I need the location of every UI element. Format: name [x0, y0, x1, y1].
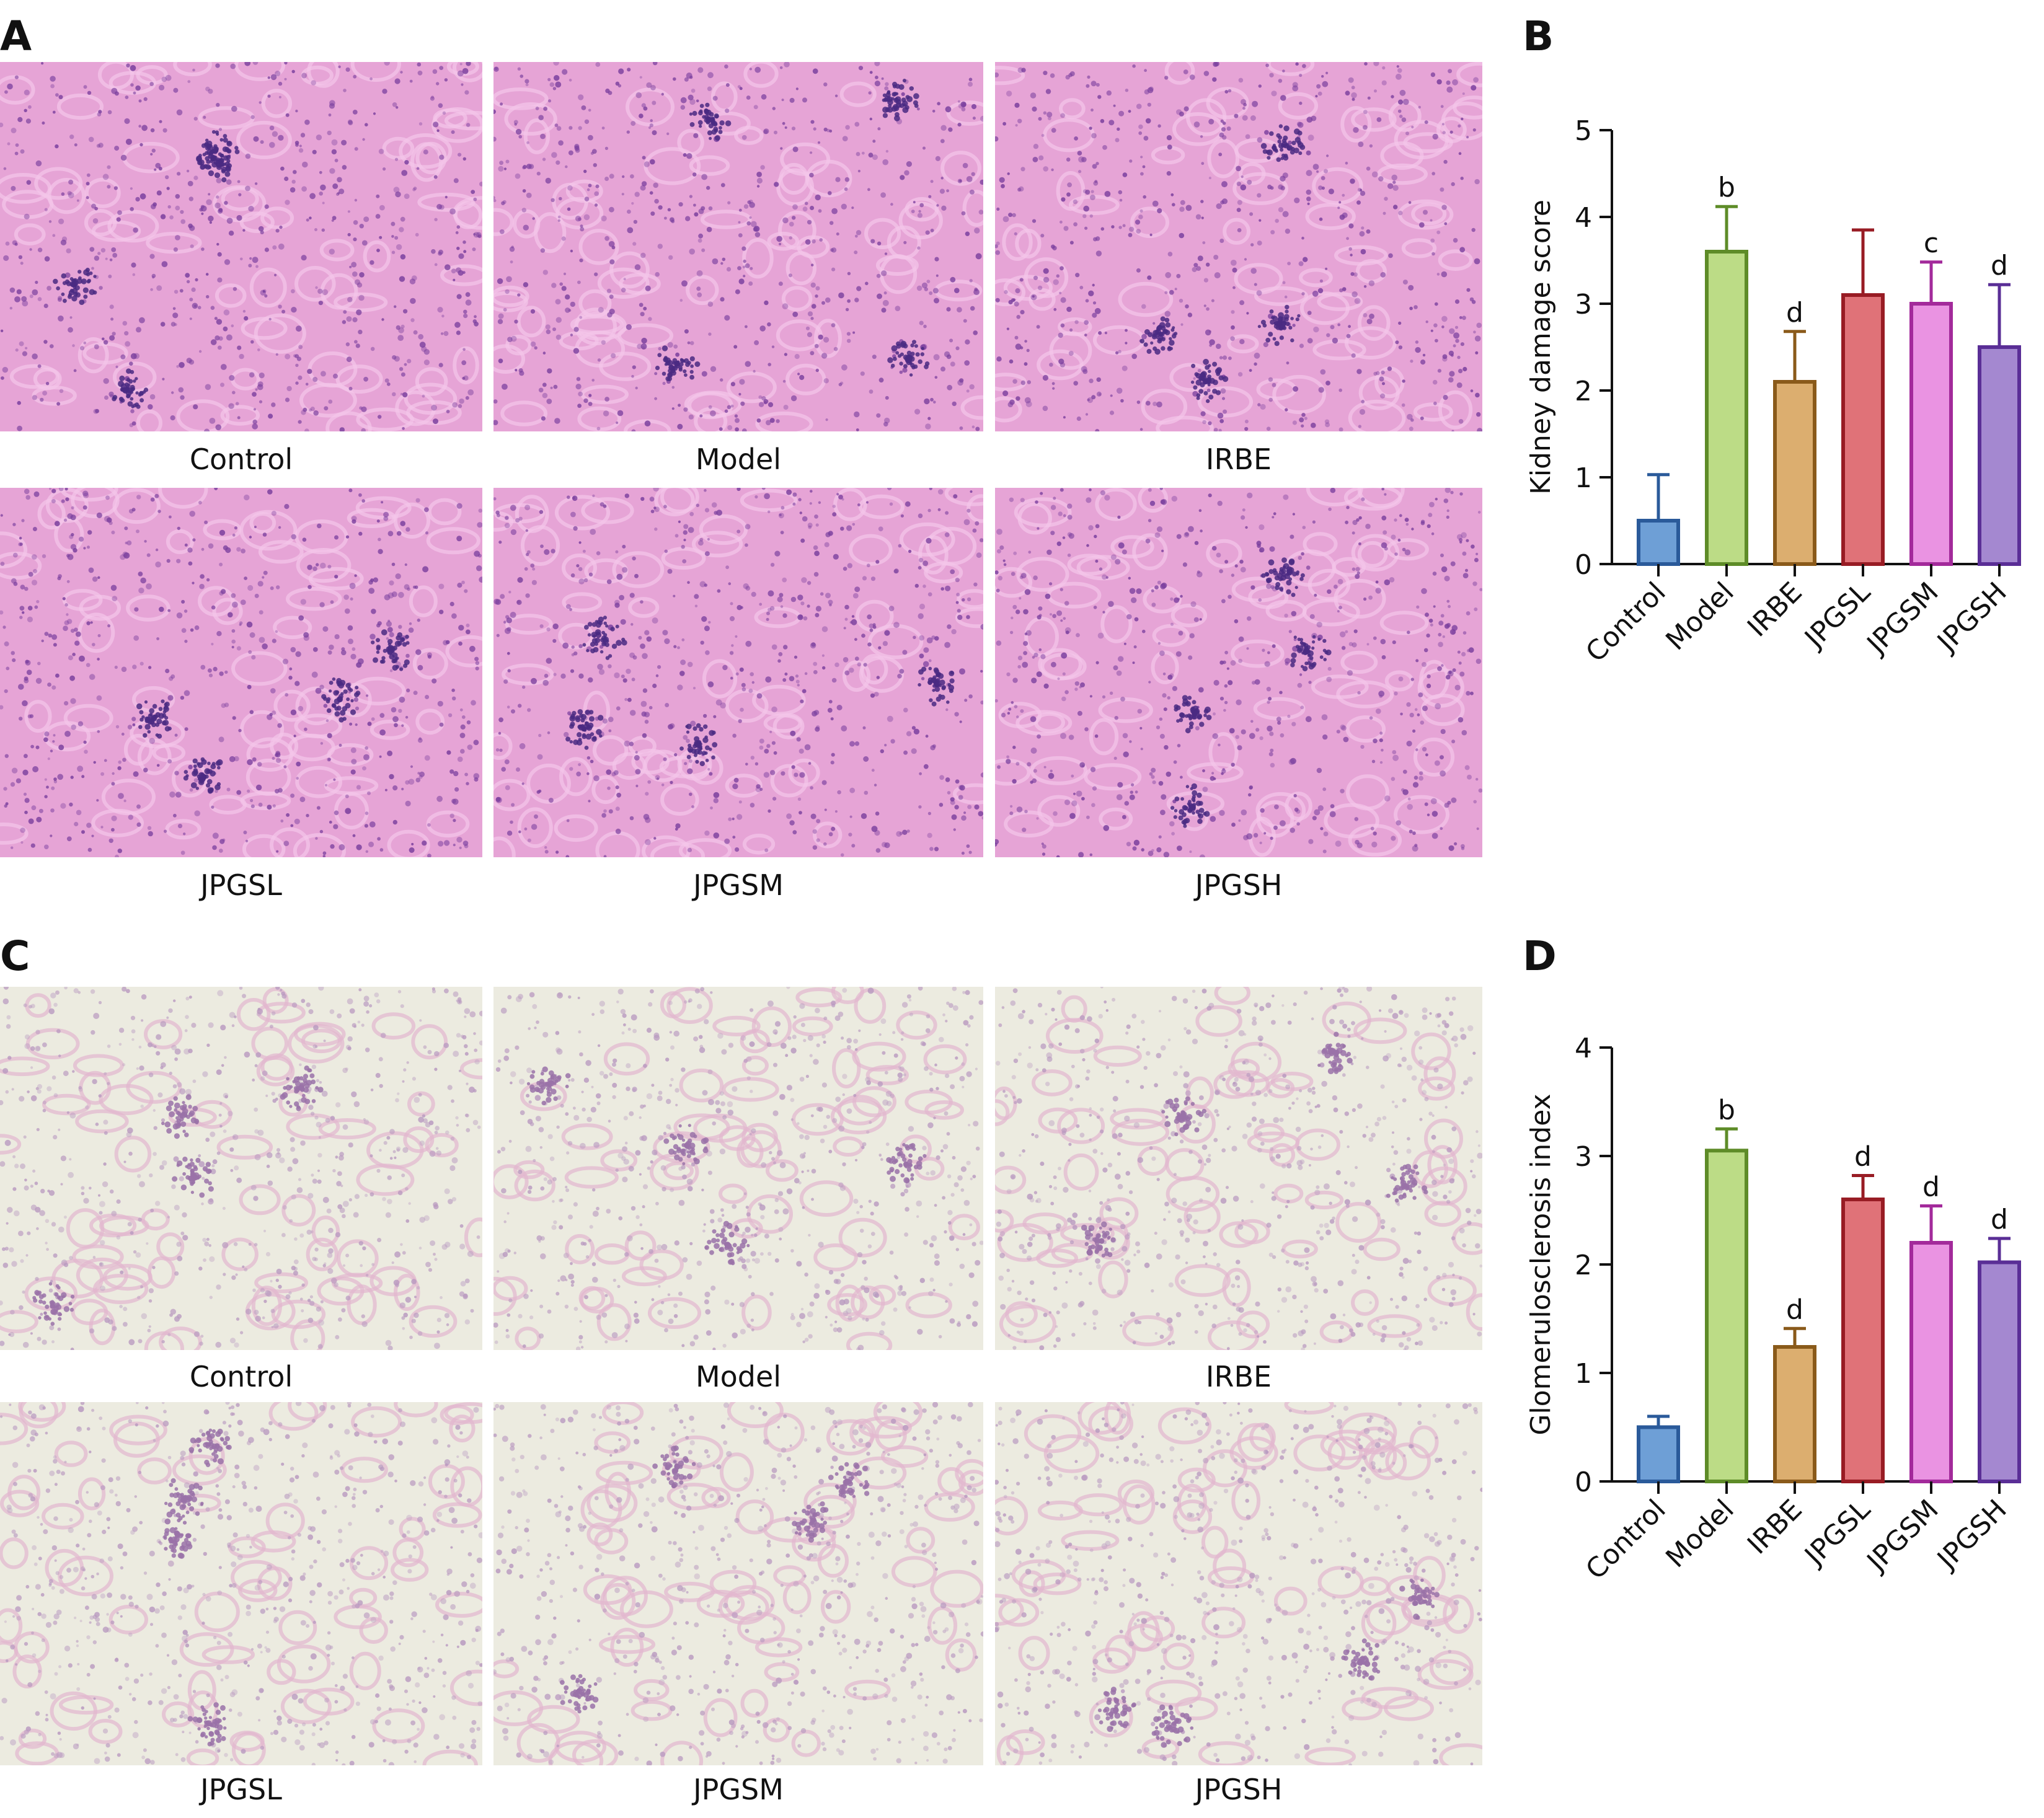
- y-tick-label: 3: [1575, 1141, 1592, 1173]
- micrograph-a-4: [0, 488, 482, 857]
- y-tick-label: 1: [1575, 1358, 1592, 1390]
- panel-label-d: D: [1523, 932, 1557, 980]
- micrograph-c-2: [493, 987, 983, 1350]
- tissue-texture: [995, 62, 1482, 431]
- x-tick-label: Model: [1660, 1494, 1740, 1574]
- y-tick-label: 0: [1575, 549, 1592, 581]
- bar-annotation: d: [1786, 297, 1803, 329]
- micrograph-caption: JPGSH: [1195, 868, 1283, 902]
- micrograph-a-5: [493, 488, 983, 857]
- y-tick-label: 5: [1575, 115, 1592, 147]
- x-tick-label: JPGSM: [1860, 576, 1945, 661]
- bar-annotation: d: [1922, 1172, 1940, 1203]
- panel-label-a: A: [0, 12, 32, 60]
- bar-annotation: d: [1991, 1204, 2008, 1235]
- bar: [1637, 519, 1680, 566]
- bar-annotation: d: [1786, 1294, 1803, 1325]
- x-tick-label: IRBE: [1741, 576, 1808, 643]
- micrograph-caption: Model: [695, 1360, 782, 1393]
- micrograph-a-6: [995, 488, 1482, 857]
- x-tick-label: IRBE: [1741, 1494, 1808, 1561]
- y-tick-label: 4: [1575, 202, 1592, 234]
- bar-annotation: b: [1718, 1094, 1735, 1126]
- micrograph-caption: JPGSL: [200, 868, 282, 902]
- bar-annotation: d: [1854, 1141, 1872, 1173]
- bar: [1841, 1198, 1885, 1483]
- tissue-texture: [995, 488, 1482, 857]
- bar: [1909, 302, 1953, 566]
- bar: [1705, 1149, 1748, 1483]
- panel-label-b: B: [1523, 12, 1554, 60]
- micrograph-c-3: [995, 987, 1482, 1350]
- y-axis-label: Kidney damage score: [1525, 200, 1557, 495]
- micrograph-a-3: [995, 62, 1482, 431]
- micrograph-c-5: [493, 1402, 983, 1765]
- chart-panel-b: 0 1 2 3 4 5 Kidney damage score Control b Model d I…: [1525, 115, 2021, 669]
- chart-panel-d: 0 1 2 3 4 Glomerulosclerosis index Control b Mod…: [1525, 1033, 2021, 1586]
- tissue-texture: [0, 1402, 482, 1765]
- tissue-texture: [493, 62, 983, 431]
- bar-annotation: d: [1991, 250, 2008, 281]
- micrograph-c-6: [995, 1402, 1482, 1765]
- bar: [1637, 1425, 1680, 1483]
- tissue-texture: [493, 488, 983, 857]
- bar: [1773, 1345, 1816, 1483]
- micrograph-caption: IRBE: [1205, 443, 1272, 476]
- tissue-texture: [493, 1402, 983, 1765]
- x-tick-label: JPGSH: [1930, 1494, 2012, 1576]
- micrograph-caption: JPGSM: [693, 1773, 784, 1806]
- micrograph-a-2: [493, 62, 983, 431]
- x-tick-label: JPGSM: [1860, 1494, 1945, 1579]
- micrograph-caption: IRBE: [1205, 1360, 1272, 1393]
- tissue-texture: [995, 987, 1482, 1350]
- tissue-texture: [0, 987, 482, 1350]
- x-tick-label: JPGSH: [1930, 576, 2012, 659]
- micrograph-caption: Control: [189, 443, 293, 476]
- x-tick-label: JPGSL: [1797, 1493, 1877, 1573]
- tissue-texture: [0, 488, 482, 857]
- micrograph-c-4: [0, 1402, 482, 1765]
- micrograph-caption: Control: [189, 1360, 293, 1393]
- tissue-texture: [493, 987, 983, 1350]
- tissue-texture: [0, 62, 482, 431]
- micrograph-caption: Model: [695, 443, 782, 476]
- y-tick-label: 2: [1575, 376, 1592, 407]
- micrograph-a-1: [0, 62, 482, 431]
- y-tick-label: 4: [1575, 1033, 1592, 1064]
- y-tick-label: 1: [1575, 462, 1592, 494]
- x-tick-label: JPGSL: [1797, 576, 1877, 655]
- bar: [1909, 1241, 1953, 1483]
- bar-annotation: b: [1718, 172, 1735, 203]
- x-tick-label: Model: [1660, 576, 1740, 656]
- x-tick-label: Control: [1580, 1494, 1672, 1586]
- y-tick-label: 2: [1575, 1250, 1592, 1281]
- tissue-texture: [995, 1402, 1482, 1765]
- y-axis-label: Glomerulosclerosis index: [1525, 1093, 1557, 1435]
- y-tick-label: 3: [1575, 289, 1592, 320]
- bar: [1978, 345, 2021, 566]
- micrograph-caption: JPGSM: [693, 868, 784, 902]
- bar: [1978, 1260, 2021, 1483]
- micrograph-caption: JPGSL: [200, 1773, 282, 1806]
- bar: [1773, 380, 1816, 566]
- bar: [1705, 250, 1748, 566]
- y-tick-label: 0: [1575, 1467, 1592, 1498]
- panel-label-c: C: [0, 932, 30, 980]
- bar: [1841, 293, 1885, 566]
- x-tick-label: Control: [1580, 576, 1672, 669]
- bar-annotation: c: [1924, 227, 1939, 259]
- micrograph-caption: JPGSH: [1195, 1773, 1283, 1806]
- micrograph-c-1: [0, 987, 482, 1350]
